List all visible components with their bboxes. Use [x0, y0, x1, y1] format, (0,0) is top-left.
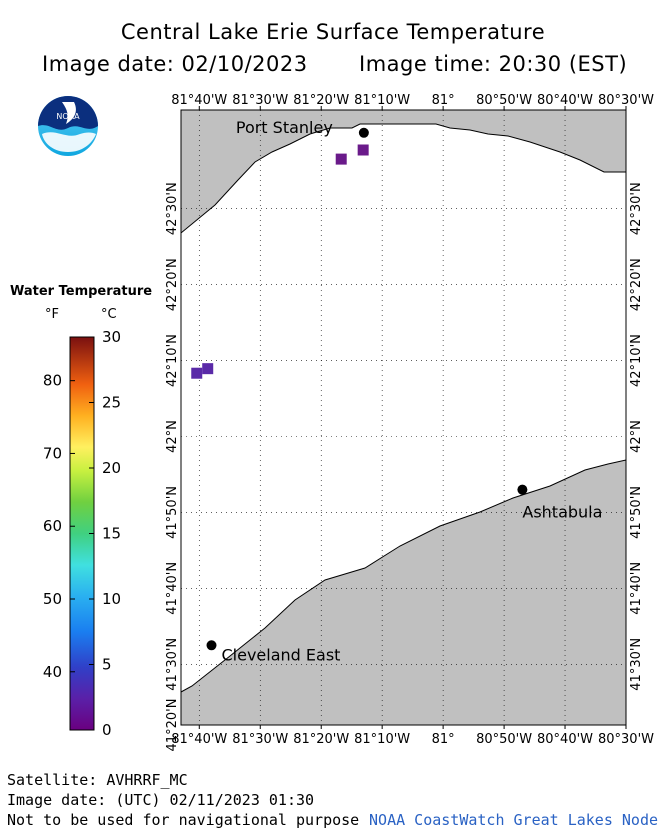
lon-label-top: 81°	[432, 93, 455, 108]
noaa-logo: NOAA	[38, 96, 98, 156]
lat-label-right: 41°50'N	[629, 486, 644, 539]
lat-label-right: 41°40'N	[629, 562, 644, 615]
city-marker	[517, 484, 528, 495]
noaa-logo-text: NOAA	[56, 112, 80, 121]
lon-label-top: 81°40'W	[171, 93, 227, 108]
legend-title: Water Temperature	[10, 284, 153, 299]
north-shore-land	[180, 109, 627, 235]
image-time: Image time: 20:30 (EST)	[359, 52, 628, 76]
lat-label-right: 42°20'N	[629, 258, 644, 311]
lon-label-bottom: 80°40'W	[537, 732, 593, 747]
city-marker	[206, 640, 217, 651]
lat-label-left: 42°20'N	[165, 258, 180, 311]
legend-label-c: 15	[102, 525, 121, 543]
lat-label-left: 41°50'N	[165, 486, 180, 539]
lat-label-right: 42°10'N	[629, 334, 644, 387]
lat-label-right: 41°30'N	[629, 638, 644, 691]
lon-label-top: 81°20'W	[293, 93, 349, 108]
lat-label-left: 41°40'N	[165, 562, 180, 615]
lon-label-top: 80°30'W	[598, 93, 654, 108]
temperature-pixel	[335, 153, 347, 165]
legend-label-c: 5	[102, 656, 112, 674]
lat-label-left: 41°20'N	[165, 699, 180, 752]
lat-label-left: 41°30'N	[165, 638, 180, 691]
lon-label-top: 80°40'W	[537, 93, 593, 108]
map-frame	[180, 109, 627, 726]
credit-link[interactable]: NOAA CoastWatch Great Lakes Node	[369, 811, 658, 829]
city-label: Port Stanley	[236, 118, 333, 137]
lat-label-right: 42°30'N	[629, 182, 644, 235]
legend-label-f: 40	[43, 663, 62, 681]
lon-label-bottom: 81°30'W	[232, 732, 288, 747]
image-date: Image date: 02/10/2023	[42, 52, 308, 76]
city-label: Ashtabula	[522, 503, 602, 522]
legend-label-f: 50	[43, 590, 62, 608]
city-label: Cleveland East	[222, 645, 341, 664]
legend-unit-f: °F	[45, 307, 59, 322]
temperature-pixel	[191, 367, 203, 379]
legend-label-f: 70	[43, 444, 62, 462]
lat-label-right: 42°N	[629, 420, 644, 453]
legend-label-f: 80	[43, 372, 62, 390]
lon-label-bottom: 81°10'W	[354, 732, 410, 747]
lake-erie-map: 81°40'W 81°40'W 81°30'W 81°30'W 81°20'W 81°20…	[165, 93, 654, 752]
lat-label-left: 42°10'N	[165, 334, 180, 387]
legend-label-c: 30	[102, 330, 121, 346]
lon-label-top: 81°30'W	[232, 93, 288, 108]
lon-label-top: 80°50'W	[476, 93, 532, 108]
legend-label-f: 60	[43, 517, 62, 535]
satellite-label: Satellite: AVHRRF_MC	[7, 771, 188, 789]
utc-date-label: Image date: (UTC) 02/11/2023 01:30	[7, 791, 315, 809]
lon-label-bottom: 81°	[432, 732, 455, 747]
city-marker	[358, 127, 369, 138]
legend-label-c: 0	[102, 721, 112, 739]
page-title: Central Lake Erie Surface Temperature	[120, 20, 546, 44]
lat-label-left: 42°30'N	[165, 182, 180, 235]
temperature-pixel	[357, 144, 369, 156]
temperature-pixel	[202, 363, 214, 375]
legend-unit-c: °C	[101, 307, 117, 322]
legend-label-c: 20	[102, 459, 121, 477]
lon-label-bottom: 80°30'W	[598, 732, 654, 747]
lon-label-bottom: 81°40'W	[171, 732, 227, 747]
lon-label-bottom: 80°50'W	[476, 732, 532, 747]
lon-label-bottom: 81°20'W	[293, 732, 349, 747]
legend-label-c: 10	[102, 590, 121, 608]
lon-label-top: 81°10'W	[354, 93, 410, 108]
lat-label-left: 42°N	[165, 420, 180, 453]
disclaimer: Not to be used for navigational purpose	[7, 811, 360, 829]
legend-label-c: 25	[102, 394, 121, 412]
